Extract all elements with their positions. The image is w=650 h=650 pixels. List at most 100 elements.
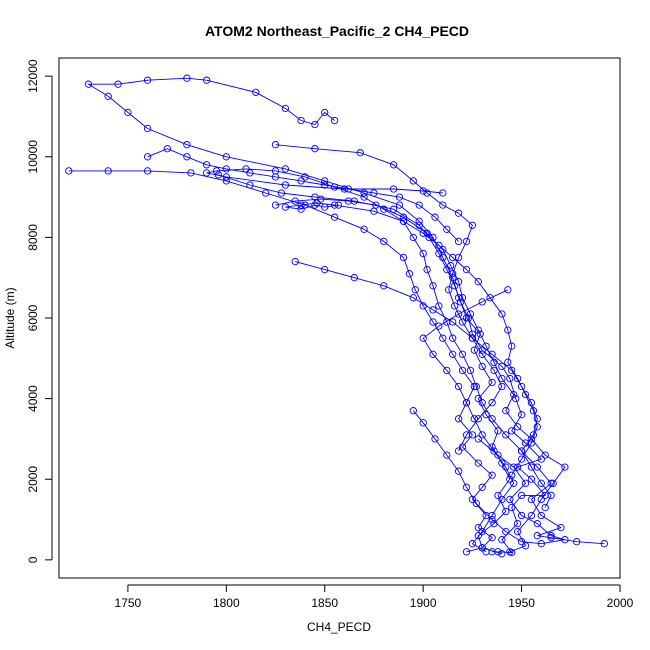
data-point-7-11 [527, 399, 536, 407]
data-point-10-7 [297, 177, 305, 185]
data-point-4-26 [291, 197, 299, 205]
data-point-2-21 [419, 249, 427, 258]
x-tick-label-1850: 1850 [311, 596, 338, 610]
data-point-2-36 [419, 187, 427, 195]
data-point-0-42 [311, 120, 319, 129]
data-point-5-10 [517, 538, 526, 546]
data-point-0-9 [513, 463, 522, 471]
data-point-6-23 [533, 423, 541, 431]
data-point-7-18 [541, 503, 549, 512]
data-point-3-16 [462, 314, 471, 322]
series-line-7 [295, 261, 552, 508]
data-point-3-28 [214, 171, 223, 179]
data-point-7-0 [291, 257, 299, 266]
data-point-3-26 [277, 189, 286, 197]
data-point-8-8 [462, 399, 471, 407]
data-point-4-16 [466, 310, 475, 318]
y-tick-label-2000: 2000 [26, 466, 40, 493]
data-point-9-9 [462, 237, 471, 246]
data-point-6-6 [313, 199, 321, 207]
data-point-7-2 [350, 274, 358, 282]
data-point-8-15 [488, 511, 496, 520]
data-point-7-16 [537, 479, 545, 487]
data-point-4-6 [561, 463, 569, 471]
data-point-2-0 [600, 540, 608, 548]
data-point-5-6 [533, 519, 541, 528]
data-point-6-21 [521, 390, 530, 399]
data-point-6-24 [527, 439, 536, 447]
data-point-6-15 [486, 294, 494, 302]
data-point-1-21 [399, 253, 408, 262]
data-point-6-13 [462, 265, 471, 274]
data-point-10-1 [163, 145, 171, 153]
data-point-0-10 [537, 455, 545, 463]
data-point-3-13 [478, 362, 486, 371]
series-line-9 [275, 144, 503, 452]
data-point-1-10 [468, 431, 477, 439]
data-point-6-12 [449, 253, 457, 262]
data-point-0-31 [143, 124, 152, 133]
data-point-0-26 [360, 189, 368, 197]
data-point-9-10 [454, 253, 463, 262]
data-point-6-7 [330, 201, 339, 209]
data-point-0-13 [517, 411, 526, 419]
data-point-2-22 [409, 233, 417, 242]
data-point-5-4 [506, 495, 514, 504]
y-tick-label-12000: 12000 [26, 59, 40, 93]
data-point-0-36 [143, 76, 152, 84]
data-point-7-6 [449, 318, 457, 326]
data-point-6-18 [508, 342, 516, 350]
data-point-8-17 [468, 540, 477, 548]
data-point-7-13 [529, 431, 538, 439]
data-point-2-35 [389, 185, 398, 193]
data-point-6-20 [513, 374, 522, 383]
data-point-2-10 [502, 431, 510, 439]
data-point-8-13 [510, 479, 518, 487]
data-point-2-30 [212, 167, 221, 175]
data-point-0-32 [124, 108, 132, 117]
data-point-3-27 [246, 181, 254, 189]
data-point-4-10 [502, 407, 510, 415]
data-point-5-9 [537, 540, 545, 548]
data-point-1-20 [405, 270, 414, 278]
data-point-1-13 [470, 382, 478, 391]
data-point-5-16 [443, 451, 451, 459]
data-point-3-9 [494, 427, 502, 435]
y-axis: 0 2000 4000 6000 8000 10000 12000 [26, 59, 53, 563]
y-axis-label: Altitude (m) [3, 287, 17, 348]
y-tick-label-8000: 8000 [26, 224, 40, 251]
data-point-2-24 [380, 205, 388, 213]
data-point-1-14 [458, 366, 467, 375]
data-point-2-5 [537, 511, 545, 520]
data-point-1-6 [478, 483, 486, 491]
data-point-0-35 [114, 80, 122, 88]
data-point-0-44 [330, 116, 339, 125]
data-point-1-30 [104, 167, 112, 175]
data-point-8-11 [490, 447, 498, 455]
data-point-4-18 [454, 278, 463, 286]
data-point-7-8 [488, 350, 496, 358]
data-point-6-8 [370, 207, 378, 215]
data-point-9-15 [468, 334, 477, 342]
data-point-8-16 [478, 527, 486, 536]
data-point-9-19 [488, 399, 496, 407]
data-point-3-5 [494, 491, 502, 500]
data-point-6-25 [517, 455, 526, 463]
data-point-3-17 [456, 298, 465, 306]
data-point-2-19 [429, 282, 437, 290]
data-point-8-18 [482, 548, 490, 556]
data-point-1-17 [429, 318, 437, 326]
x-tick-label-1750: 1750 [115, 596, 142, 610]
data-point-5-12 [488, 515, 496, 524]
data-point-4-19 [447, 261, 455, 270]
data-point-4-15 [474, 326, 482, 334]
data-point-0-17 [478, 346, 486, 354]
data-point-10-14 [443, 225, 451, 233]
series-line-8 [422, 289, 515, 553]
data-point-4-11 [510, 390, 518, 399]
data-point-7-4 [409, 294, 417, 302]
data-point-3-21 [425, 233, 433, 242]
data-point-5-5 [517, 511, 526, 520]
data-point-8-7 [454, 382, 463, 391]
data-point-0-38 [202, 76, 211, 84]
